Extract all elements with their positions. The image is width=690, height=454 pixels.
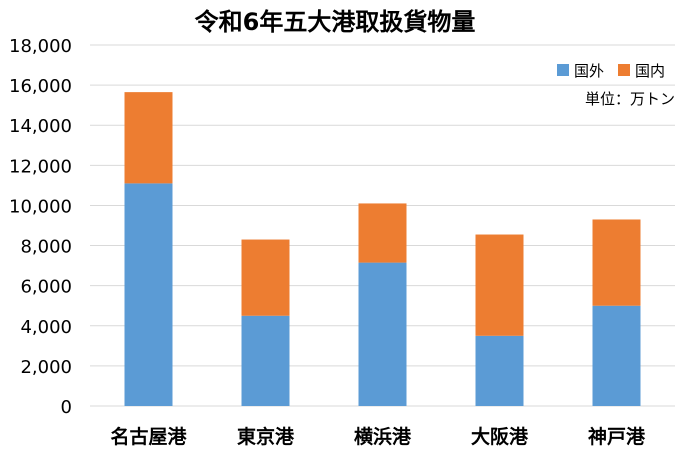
y-tick-label: 6,000 — [20, 277, 72, 298]
y-tick-label: 4,000 — [20, 317, 72, 338]
unit-label: 単位：万トン — [585, 90, 675, 108]
y-tick-label: 12,000 — [9, 156, 72, 177]
bar-foreign — [358, 262, 407, 406]
bar-foreign — [592, 305, 641, 406]
legend-swatch-domestic — [618, 64, 630, 76]
bar-foreign — [475, 335, 524, 406]
y-tick-label: 10,000 — [9, 196, 72, 217]
legend-label-domestic: 国内 — [635, 62, 665, 80]
y-tick-label: 18,000 — [9, 36, 72, 57]
x-axis: 名古屋港 東京港 横浜港 大阪港 神戸港 — [110, 425, 646, 448]
y-tick-label: 0 — [61, 397, 72, 418]
bar-domestic — [241, 239, 290, 316]
bar-foreign — [241, 315, 290, 406]
bar-domestic — [358, 203, 407, 263]
bars — [124, 92, 641, 406]
x-tick-label: 横浜港 — [354, 425, 412, 448]
legend-label-foreign: 国外 — [574, 62, 604, 80]
x-tick-label: 大阪港 — [471, 425, 529, 448]
bar-domestic — [592, 219, 641, 306]
bar-foreign — [124, 183, 173, 406]
y-axis: 0 2,000 4,000 6,000 8,000 10,000 12,000 14,000 1… — [9, 36, 72, 418]
y-tick-label: 2,000 — [20, 357, 72, 378]
x-tick-label: 東京港 — [237, 425, 295, 448]
bar-domestic — [124, 92, 173, 184]
x-tick-label: 神戸港 — [588, 425, 646, 448]
legend: 国外 国内 — [557, 62, 665, 80]
x-tick-label: 名古屋港 — [110, 425, 187, 448]
y-tick-label: 14,000 — [9, 116, 72, 137]
y-tick-label: 16,000 — [9, 76, 72, 97]
legend-swatch-foreign — [557, 64, 569, 76]
chart-title: 令和6年五大港取扱貨物量 — [195, 8, 476, 36]
bar-domestic — [475, 234, 524, 336]
y-tick-label: 8,000 — [20, 237, 72, 258]
